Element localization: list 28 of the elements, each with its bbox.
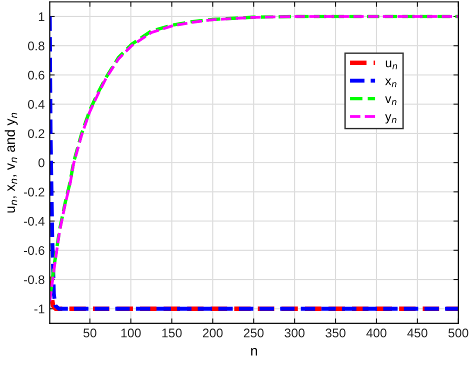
x-tick-label: 100 — [121, 328, 141, 338]
y-tick-label: -0.8 — [24, 275, 44, 284]
legend-label: x$_{n}$ — [385, 78, 396, 88]
y-tick-label: 0.4 — [28, 100, 45, 109]
x-tick-label: 150 — [162, 328, 182, 338]
x-tick-label: 350 — [326, 328, 346, 338]
y-tick-label: 0.6 — [28, 70, 44, 80]
x-tick-label: 400 — [366, 328, 386, 338]
legend-label: y$_{n}$ — [385, 114, 396, 124]
y-tick-label: 0.2 — [28, 129, 44, 138]
y-tick-label: -0.2 — [24, 188, 44, 196]
legend-label: u$_{n}$ — [386, 60, 398, 70]
x-tick-label: 500 — [448, 328, 468, 338]
y-axis-title: u$_{n}$, x$_{n}$, v$_{n}$ and y$_{n}$ — [4, 112, 18, 213]
x-tick-label: 250 — [244, 328, 264, 338]
x-tick-label: 50 — [83, 328, 96, 338]
x-tick-label: 200 — [202, 328, 223, 338]
y-tick-label: -0.6 — [24, 246, 44, 255]
x-tick-label: 450 — [407, 328, 428, 338]
y-tick-label: 0.8 — [28, 42, 44, 50]
x-tick-label: 300 — [284, 328, 305, 338]
legend-label: v$_{n}$ — [385, 96, 396, 106]
y-tick-label: 1 — [38, 12, 44, 22]
x-axis-title: n — [251, 348, 258, 356]
y-tick-label: -1 — [34, 304, 44, 314]
line-series — [50, 274, 458, 311]
y-tick-label: 0 — [38, 158, 44, 168]
y-tick-label: -0.4 — [24, 216, 45, 226]
